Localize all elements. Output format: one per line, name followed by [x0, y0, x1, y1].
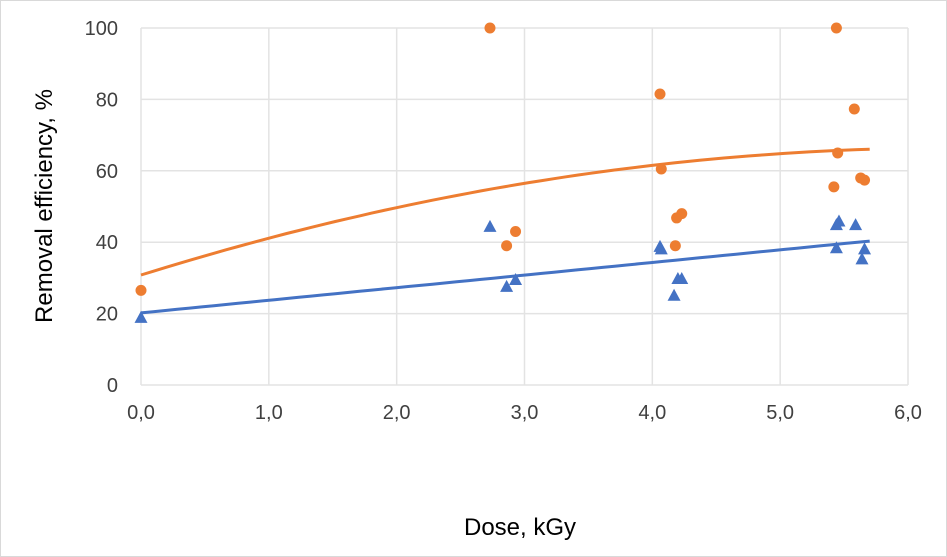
data-point-triangle — [858, 242, 872, 255]
data-point-triangle — [829, 241, 843, 254]
data-point-circle — [832, 147, 844, 159]
data-point-triangle — [667, 288, 681, 301]
data-point-triangle — [675, 271, 689, 284]
data-point-circle — [676, 208, 688, 220]
data-point-circle — [655, 163, 667, 175]
x-tick-label: 5,0 — [766, 402, 794, 424]
data-point-triangle — [483, 219, 497, 232]
y-tick-label: 60 — [96, 161, 118, 183]
data-point-triangle — [500, 279, 514, 292]
x-tick-label: 0,0 — [127, 402, 155, 424]
data-point-triangle — [654, 242, 668, 255]
tick-labels: 0,0 1,0 2,0 3,0 4,0 5,0 6,0 0 20 40 60 80 100 — [85, 18, 922, 424]
y-tick-label: 20 — [96, 304, 118, 326]
data-point-triangle — [849, 218, 863, 231]
data-point-circle — [484, 22, 496, 34]
data-point-triangle — [509, 273, 523, 286]
gridlines — [140, 27, 909, 386]
data-point-circle — [669, 240, 681, 252]
y-tick-label: 40 — [96, 232, 118, 254]
x-tick-label: 1,0 — [255, 402, 283, 424]
trendline-series-1 — [140, 147, 870, 277]
x-axis-label: Dose, kGy — [464, 514, 576, 541]
data-points — [134, 22, 872, 323]
x-tick-label: 6,0 — [894, 402, 922, 424]
data-point-circle — [654, 88, 666, 100]
data-point-circle — [501, 240, 513, 252]
data-point-circle — [848, 103, 860, 115]
trendline-series-2 — [140, 239, 870, 315]
trendlines — [140, 147, 870, 315]
data-point-circle — [859, 174, 871, 186]
data-point-triangle — [832, 214, 846, 227]
data-point-triangle — [855, 252, 869, 265]
data-point-circle — [135, 284, 147, 296]
y-tick-label: 100 — [85, 18, 118, 40]
data-point-triangle — [134, 310, 148, 323]
y-tick-label: 80 — [96, 89, 118, 111]
data-point-circle — [510, 225, 522, 237]
x-tick-label: 4,0 — [638, 402, 666, 424]
data-point-circle — [828, 181, 840, 193]
data-point-circle — [830, 22, 842, 34]
y-tick-label: 0 — [107, 375, 118, 397]
x-tick-label: 3,0 — [511, 402, 539, 424]
y-axis-label: Removal efficiency, % — [31, 89, 58, 323]
x-tick-label: 2,0 — [383, 402, 411, 424]
